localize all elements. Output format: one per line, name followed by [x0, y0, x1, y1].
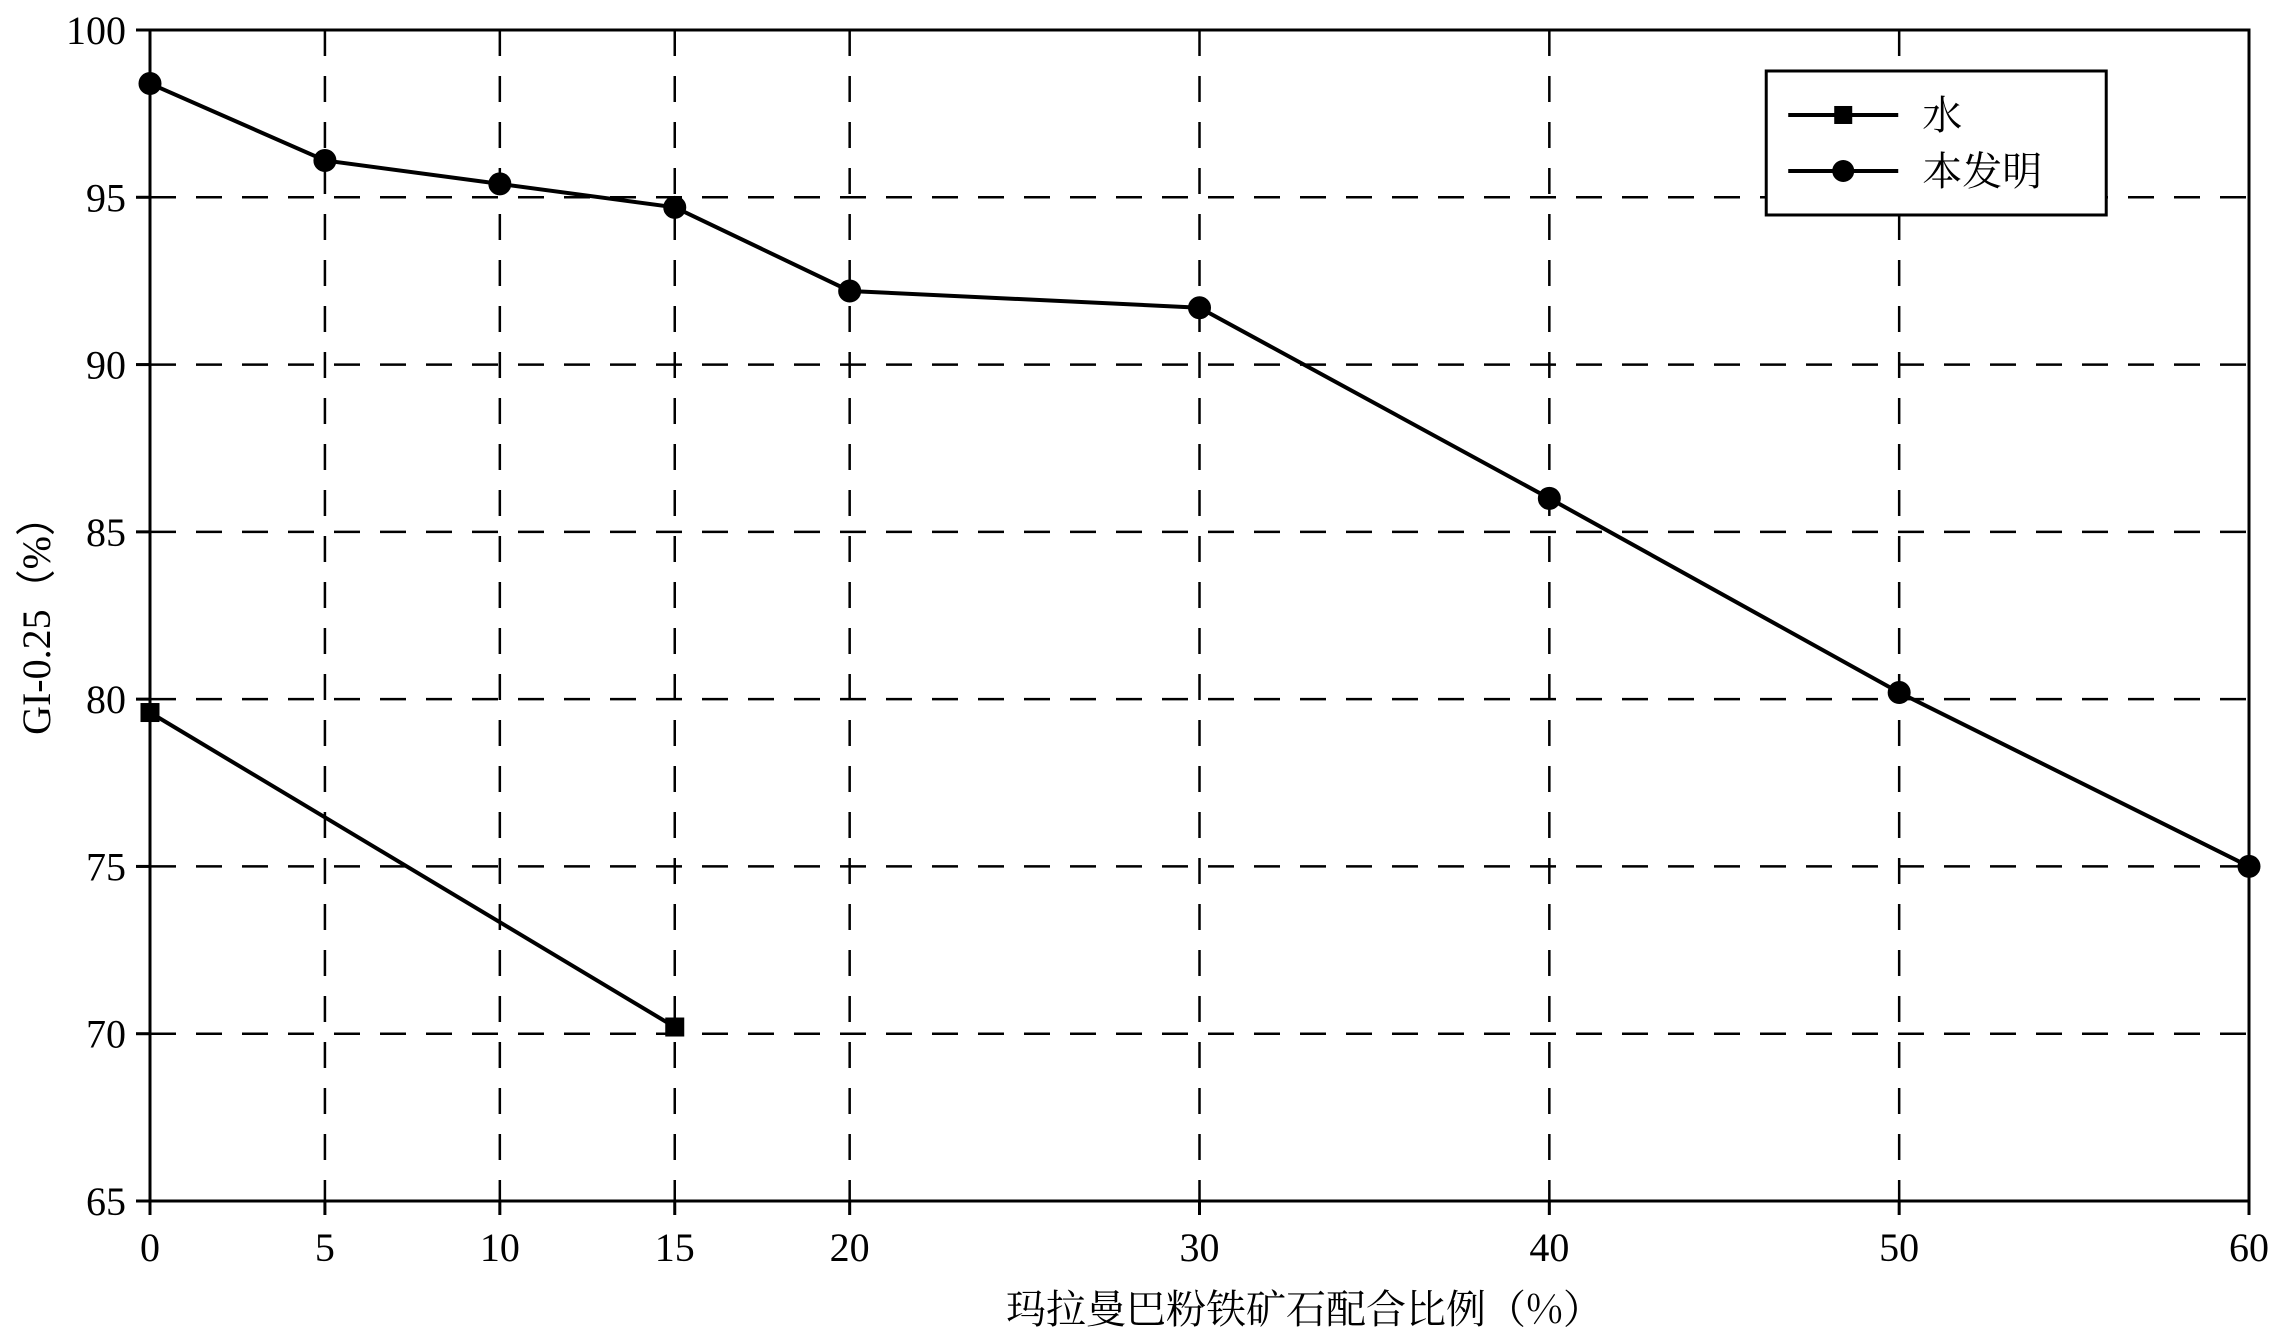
y-tick-label: 65 [86, 1179, 126, 1224]
marker-circle [1538, 487, 1560, 509]
y-tick-label: 100 [66, 8, 126, 53]
y-tick-label: 95 [86, 175, 126, 220]
x-tick-label: 50 [1879, 1225, 1919, 1270]
legend-label: 水 [1922, 84, 1962, 141]
legend: 水本发明 [1766, 71, 2106, 215]
marker-circle [1888, 681, 1910, 703]
chart-container: 0 5 10 15 20 30 40 50 60 玛拉曼巴粉铁矿石配合比例（%） 65 70 75 80 8… [0, 0, 2289, 1341]
marker-circle [839, 280, 861, 302]
marker-circle [664, 196, 686, 218]
y-tick-label: 85 [86, 510, 126, 555]
line-chart: 0 5 10 15 20 30 40 50 60 玛拉曼巴粉铁矿石配合比例（%） 65 70 75 80 8… [0, 0, 2289, 1341]
x-tick-label: 10 [480, 1225, 520, 1270]
marker-circle [314, 149, 336, 171]
x-tick-label: 30 [1180, 1225, 1220, 1270]
marker-circle [2238, 855, 2260, 877]
x-tick-label: 15 [655, 1225, 695, 1270]
legend-marker-circle [1832, 160, 1854, 182]
x-axis-label: 玛拉曼巴粉铁矿石配合比例（%） [1006, 1278, 1603, 1335]
marker-circle [489, 173, 511, 195]
marker-circle [1189, 297, 1211, 319]
marker-square [141, 704, 159, 722]
legend-label: 本发明 [1922, 140, 2042, 197]
y-tick-label: 80 [86, 677, 126, 722]
y-tick-label: 75 [86, 844, 126, 889]
x-tick-label: 20 [830, 1225, 870, 1270]
marker-circle [139, 73, 161, 95]
x-tick-label: 40 [1529, 1225, 1569, 1270]
marker-square [666, 1018, 684, 1036]
legend-marker-square [1834, 106, 1852, 124]
y-tick-label: 70 [86, 1012, 126, 1057]
y-tick-label: 90 [86, 343, 126, 388]
x-tick-label: 60 [2229, 1225, 2269, 1270]
x-tick-label: 0 [140, 1225, 160, 1270]
y-axis-label: GI-0.25（%） [14, 496, 59, 735]
x-tick-label: 5 [315, 1225, 335, 1270]
